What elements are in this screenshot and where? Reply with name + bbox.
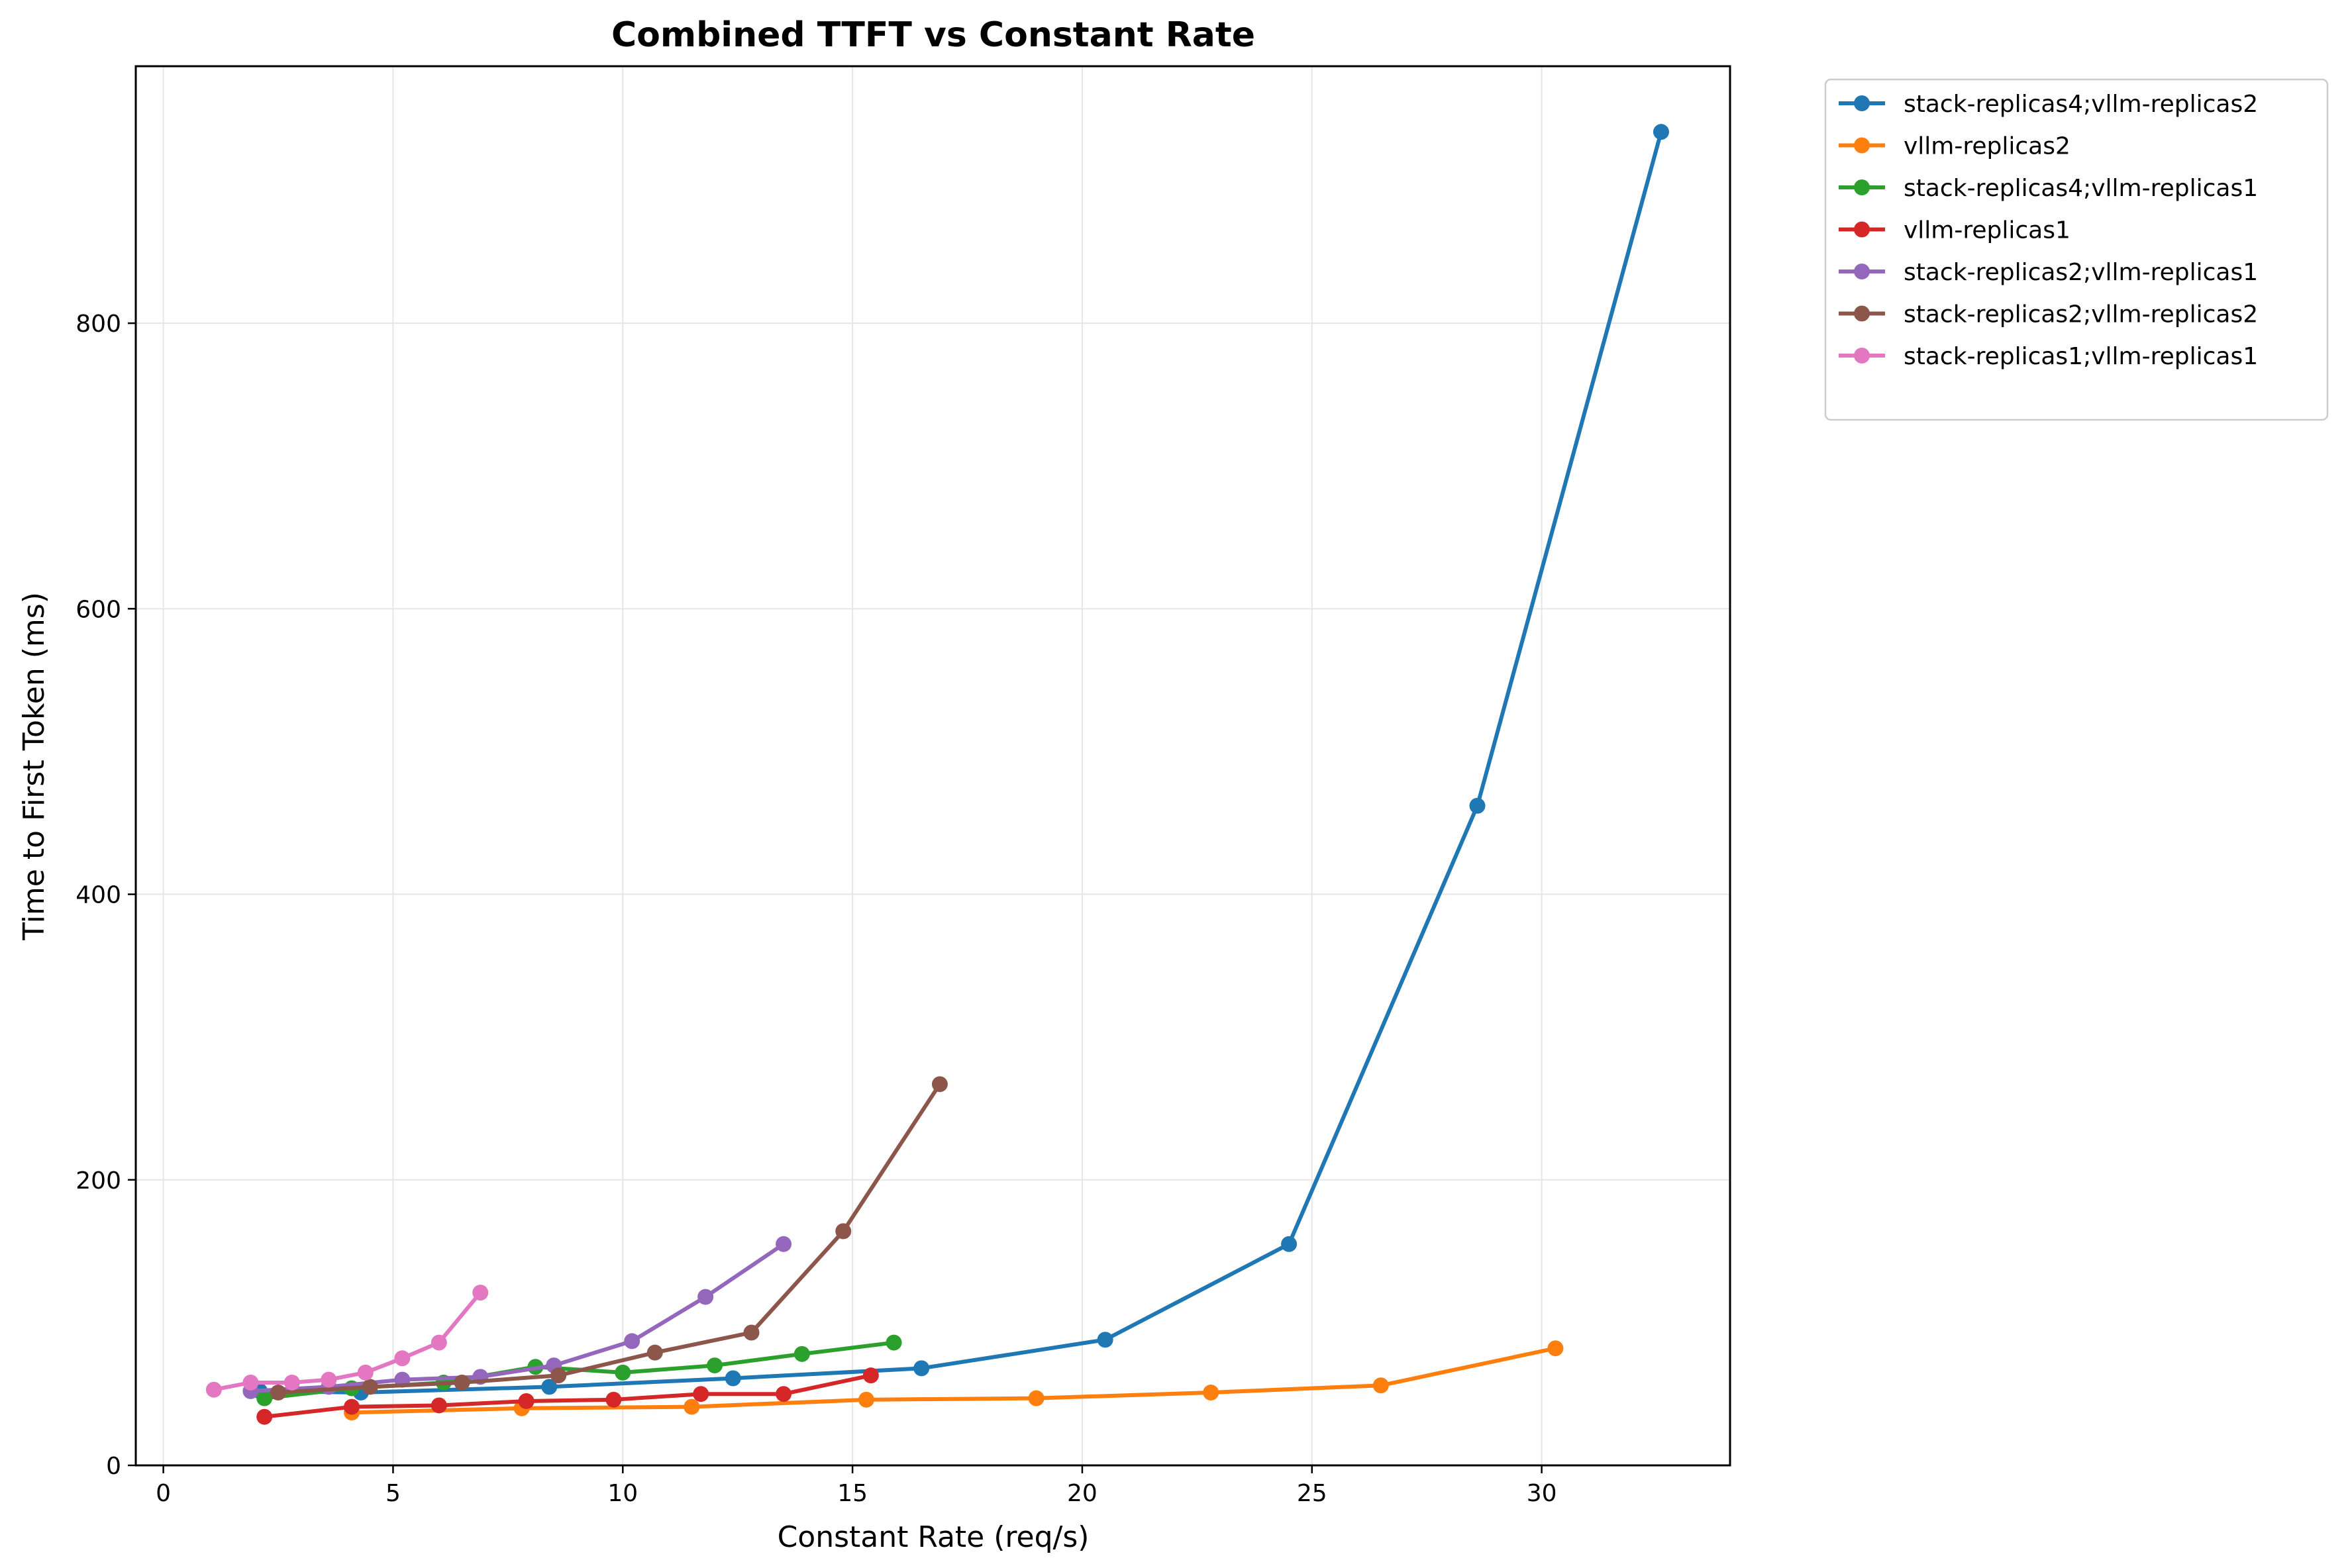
data-point (1653, 124, 1669, 140)
data-point (1097, 1332, 1113, 1348)
x-tick-label: 25 (1297, 1480, 1327, 1507)
data-point (1469, 797, 1486, 814)
x-axis-label: Constant Rate (req/s) (778, 1520, 1090, 1554)
data-point (541, 1379, 558, 1395)
y-tick-label: 0 (106, 1453, 121, 1480)
legend-swatch-marker (1854, 221, 1870, 238)
axis-ticks: 0 5 10 15 20 25 30 0 200 400 600 800 (76, 311, 1557, 1507)
data-point (256, 1408, 273, 1425)
x-tick-label: 5 (385, 1480, 401, 1507)
data-point (835, 1223, 852, 1240)
y-axis-label: Time to First Token (ms) (17, 592, 51, 941)
x-tick-label: 20 (1067, 1480, 1098, 1507)
data-point (321, 1371, 337, 1388)
data-point (270, 1385, 287, 1401)
data-point (242, 1374, 259, 1391)
data-point (862, 1367, 879, 1384)
data-point (454, 1374, 470, 1391)
y-tick-label: 600 (76, 596, 121, 623)
data-point (615, 1364, 631, 1381)
legend-swatch-marker (1854, 137, 1870, 154)
data-point (1547, 1340, 1564, 1357)
data-point (624, 1333, 640, 1349)
legend-label: stack-replicas4;vllm-replicas2 (1904, 91, 2258, 118)
data-point (725, 1370, 741, 1387)
legend-swatch-marker (1854, 95, 1870, 111)
x-tick-label: 30 (1527, 1480, 1557, 1507)
data-point (362, 1379, 378, 1395)
legend-entry: stack-replicas1;vllm-replicas1 (1839, 343, 2258, 370)
data-point (1203, 1385, 1219, 1401)
data-point (394, 1350, 411, 1367)
series-4 (256, 1367, 879, 1425)
x-tick-label: 15 (837, 1480, 868, 1507)
series-2 (344, 1340, 1564, 1421)
series-6 (270, 1076, 948, 1401)
data-point (886, 1334, 902, 1351)
legend-label: stack-replicas1;vllm-replicas1 (1904, 343, 2258, 370)
data-point (776, 1236, 792, 1252)
legend-label: vllm-replicas2 (1904, 133, 2070, 160)
legend-label: vllm-replicas1 (1904, 217, 2070, 244)
legend-swatch-marker (1854, 264, 1870, 279)
series-layer (205, 124, 1669, 1425)
data-point (205, 1381, 222, 1398)
data-point (693, 1386, 709, 1402)
data-point (776, 1386, 792, 1402)
x-tick-label: 10 (607, 1480, 638, 1507)
legend-box (1824, 78, 2329, 421)
series-line (248, 1242, 786, 1393)
series-7 (205, 1285, 489, 1398)
legend-label: stack-replicas2;vllm-replicas2 (1904, 301, 2258, 328)
data-point (1372, 1377, 1389, 1394)
legend-label: stack-replicas2;vllm-replicas1 (1904, 259, 2258, 286)
y-tick-label: 200 (76, 1167, 121, 1195)
legend-swatch-marker (1854, 348, 1870, 364)
data-point (793, 1346, 810, 1362)
series-line (350, 1346, 1558, 1415)
data-point (357, 1364, 374, 1381)
plot-frame (134, 65, 1731, 1467)
legend-label: stack-replicas4;vllm-replicas1 (1904, 175, 2258, 202)
data-point (431, 1334, 447, 1351)
data-point (283, 1374, 300, 1391)
data-point (1028, 1390, 1045, 1406)
data-point (1281, 1236, 1298, 1252)
legend-swatch-marker (1854, 179, 1870, 195)
data-point (707, 1357, 723, 1374)
legend-entry: vllm-replicas1 (1839, 217, 2070, 244)
data-point (550, 1367, 567, 1384)
legend-entry: stack-replicas2;vllm-replicas2 (1839, 301, 2258, 328)
legend-entry: stack-replicas4;vllm-replicas2 (1839, 91, 2258, 118)
data-point (646, 1344, 663, 1361)
series-line (262, 1373, 873, 1419)
data-point (605, 1391, 622, 1408)
data-point (858, 1391, 874, 1408)
legend-entry: stack-replicas4;vllm-replicas1 (1839, 175, 2258, 202)
y-tick-label: 400 (76, 882, 121, 909)
data-point (472, 1285, 489, 1301)
series-line (276, 1082, 942, 1395)
data-point (256, 1390, 273, 1406)
data-point (913, 1360, 930, 1377)
data-point (684, 1398, 700, 1415)
data-point (344, 1398, 360, 1415)
legend-entry: stack-replicas2;vllm-replicas1 (1839, 259, 2258, 286)
y-tick-label: 800 (76, 311, 121, 338)
chart-title: Combined TTFT vs Constant Rate (611, 15, 1255, 55)
data-point (518, 1393, 535, 1409)
x-tick-label: 0 (156, 1480, 171, 1507)
data-point (743, 1324, 760, 1341)
data-point (431, 1397, 447, 1414)
legend-swatch-marker (1854, 305, 1870, 322)
legend: stack-replicas4;vllm-replicas2 vllm-repli… (1824, 78, 2329, 421)
legend-entry: vllm-replicas2 (1839, 133, 2070, 160)
data-point (931, 1076, 948, 1093)
data-point (697, 1289, 714, 1305)
